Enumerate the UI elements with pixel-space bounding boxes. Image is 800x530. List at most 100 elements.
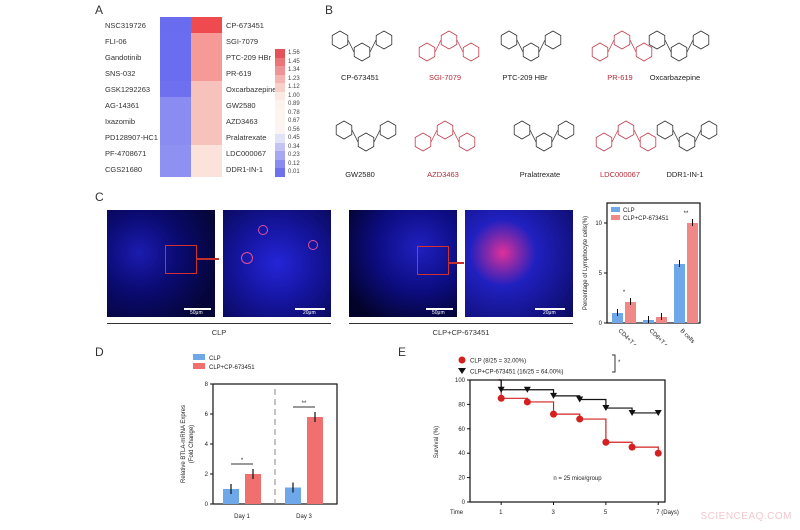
- heatmap-row-label: PTC-209 HBr: [226, 53, 272, 62]
- svg-text:0: 0: [205, 502, 209, 508]
- colorbar-swatch: [275, 125, 285, 135]
- molecule-label: AZD3463: [427, 170, 459, 179]
- micrograph-clp-zoom: 20μm: [223, 210, 331, 317]
- molecule-label: LDC000067: [599, 170, 641, 179]
- heatmap-row-label: SNS-032: [105, 69, 136, 78]
- heatmap-cell: [191, 81, 222, 97]
- svg-text:Percentage of Lymphocyte cells: Percentage of Lymphocyte cells(%): [583, 216, 589, 310]
- colorbar-swatch: [275, 151, 285, 160]
- svg-text:Day 1: Day 1: [234, 514, 250, 520]
- scale-text: 50μm: [190, 310, 203, 316]
- colorbar-swatch: [275, 57, 285, 67]
- colorbar-tick: 0.56: [288, 126, 300, 133]
- svg-text:7 (Days): 7 (Days): [656, 510, 679, 516]
- chart-survival: 0 20 40 60 80 100 Survival (%) Time 1 3 5 7 (Days) C…: [434, 354, 679, 516]
- bar: [687, 223, 698, 323]
- heatmap-row-label: CP-673451: [226, 21, 264, 30]
- colorbar-swatch: [275, 49, 285, 58]
- colorbar-swatch: [275, 100, 285, 109]
- heatmap-cell: [160, 161, 191, 177]
- colorbar-swatch: [275, 168, 285, 177]
- heatmap-row-label: DDR1-IN-1: [226, 165, 264, 174]
- molecule-label: PTC-209 HBr: [502, 73, 548, 82]
- heatmap-row-label: Pralatrexate: [226, 133, 267, 142]
- svg-text:0: 0: [462, 500, 466, 506]
- scale-text: 20μm: [543, 310, 556, 316]
- colorbar-swatch: [275, 108, 285, 118]
- heatmap: NSC319726 FLI-06 Gandotinib SNS-032 GSK12922…: [105, 15, 325, 185]
- heatmap-cell: [160, 33, 191, 49]
- svg-text:80: 80: [458, 402, 465, 408]
- molecule-structure-icon: [414, 120, 476, 152]
- colorbar-swatch: [275, 74, 285, 84]
- colorbar-tick: 0.45: [288, 135, 300, 142]
- svg-text:CLP (8/25 = 32.00%): CLP (8/25 = 32.00%): [470, 359, 526, 365]
- bar: [625, 302, 636, 323]
- heatmap-row-label: NSC319726: [105, 21, 146, 30]
- molecule-structures: CP-673451 SGI-7079 PTC-209 HBr PR-619 Oxcarb…: [320, 0, 720, 185]
- heatmap-cell: [160, 97, 191, 113]
- scale-bar: [295, 308, 325, 310]
- svg-text:100: 100: [455, 378, 466, 384]
- svg-text:3: 3: [552, 510, 556, 516]
- scale-bar: [535, 308, 565, 310]
- heatmap-cell: [160, 113, 191, 129]
- svg-text:CLP: CLP: [209, 356, 221, 362]
- molecule-label: SGI-7079: [428, 73, 462, 82]
- heatmap-cell: [191, 65, 222, 81]
- colorbar-tick: 0.34: [288, 143, 300, 150]
- heatmap-cell: [160, 65, 191, 81]
- chart-btla-expression: 0 2 4 6 8 Relative BTLA-mRNA Expres (Fold Chan…: [181, 354, 338, 520]
- svg-text:B cells: B cells: [679, 328, 696, 345]
- svg-text:CLP+CP-673451 (16/25 = 64.00%): CLP+CP-673451 (16/25 = 64.00%): [470, 370, 563, 376]
- svg-text:1: 1: [499, 510, 503, 516]
- svg-text:60: 60: [458, 427, 465, 433]
- colorbar-tick: 1.45: [288, 58, 300, 65]
- colorbar-swatch: [275, 117, 285, 126]
- heatmap-row-label: AZD3463: [226, 117, 258, 126]
- heatmap-row-label: Ixazomib: [105, 117, 136, 126]
- svg-text:CD4+T cells: CD4+T cells: [617, 328, 644, 345]
- svg-text:n = 25 mice/group: n = 25 mice/group: [553, 476, 602, 482]
- molecule-label: GW2580: [345, 170, 375, 179]
- colorbar-tick: 1.00: [288, 92, 300, 99]
- panel-c-label: C: [95, 190, 104, 204]
- heatmap-cell: [160, 49, 191, 65]
- panel-d-label: D: [95, 345, 104, 359]
- zoom-region-box: [165, 245, 197, 274]
- colorbar-tick: 0.23: [288, 152, 300, 159]
- heatmap-row-label: PF-4708671: [105, 149, 147, 158]
- molecule-structure-icon: [595, 120, 657, 152]
- colorbar-tick: 1.12: [288, 84, 300, 91]
- svg-text:*: *: [623, 290, 626, 296]
- heatmap-cell: [191, 113, 222, 129]
- heatmap-row-label: Gandotinib: [105, 53, 142, 62]
- colorbar-swatch: [275, 142, 285, 152]
- svg-text:CLP+CP-673451: CLP+CP-673451: [209, 365, 255, 371]
- heatmap-cell: [160, 17, 191, 33]
- group-label-clp: CLP: [211, 328, 227, 337]
- colorbar-tick: 0.01: [288, 169, 300, 176]
- svg-text:Day 3: Day 3: [296, 514, 312, 520]
- colorbar-tick: 1.34: [288, 67, 300, 74]
- watermark: SCIENCEAQ.COM: [700, 511, 792, 522]
- svg-text:20: 20: [458, 476, 465, 482]
- chart-lymphocyte-percentage: 0 5 10 Percentage of Lymphocyte cells(%) * CD…: [583, 202, 701, 345]
- heatmap-cell: [191, 17, 222, 33]
- molecule-label: Pralatrexate: [519, 170, 561, 179]
- svg-text:0: 0: [599, 321, 603, 327]
- heatmap-row-label: CGS21680: [105, 165, 143, 174]
- heatmap-cell: [160, 145, 191, 161]
- panel-b-label: B: [325, 3, 334, 17]
- heatmap-cell: [191, 49, 222, 65]
- heatmap-cell: [191, 129, 222, 145]
- heatmap-grid: [160, 17, 222, 177]
- svg-text:5: 5: [599, 271, 603, 277]
- panel-e-label: E: [398, 345, 407, 359]
- heatmap-cell: [191, 33, 222, 49]
- svg-text:4: 4: [205, 442, 209, 448]
- micrograph-cp-zoom: 20μm: [465, 210, 573, 317]
- panel-a-label: A: [95, 3, 104, 17]
- heatmap-cell: [191, 97, 222, 113]
- colorbar-swatch: [275, 134, 285, 143]
